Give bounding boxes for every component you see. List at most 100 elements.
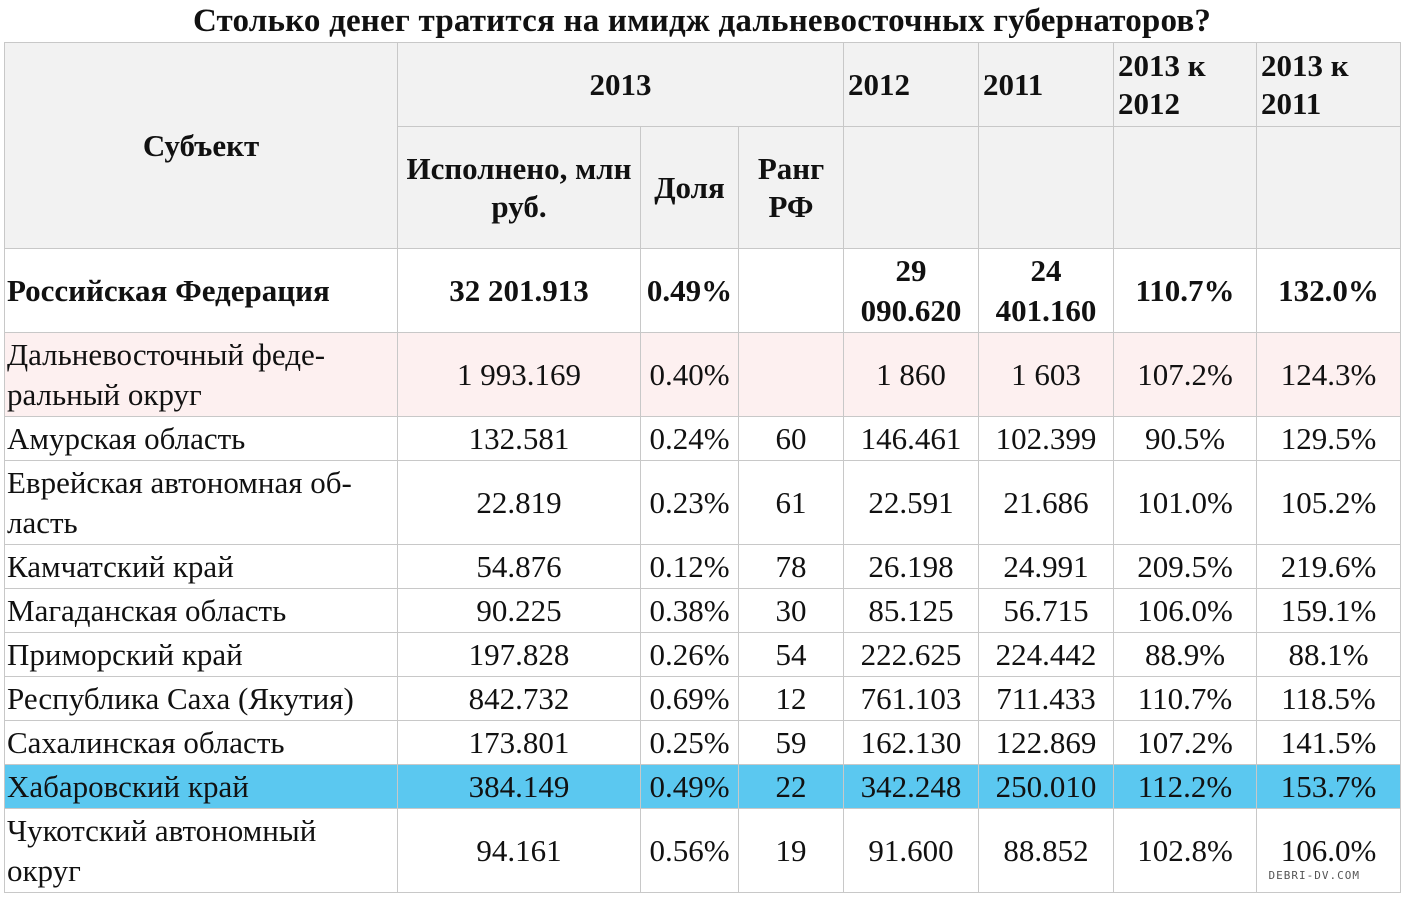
cell-executed: 94.161 bbox=[397, 808, 641, 893]
table-row: Республика Саха (Якутия) 842.732 0.69% 12 76… bbox=[4, 676, 1402, 721]
header-share: Доля bbox=[640, 126, 739, 249]
header-executed: Исполнено, млн руб. bbox=[397, 126, 641, 249]
cell-2013-vs-2011: 124.3% bbox=[1256, 332, 1402, 417]
table-row: Дальневосточный феде-ральный округ 1 993.… bbox=[4, 332, 1402, 417]
cell-rank: 59 bbox=[737, 720, 845, 765]
cell-2013-vs-2011: 153.7% bbox=[1256, 764, 1402, 809]
cell-2012: 342.248 bbox=[843, 764, 980, 809]
cell-subject: Чукотский автономный округ bbox=[4, 808, 398, 893]
cell-rank: 12 bbox=[737, 676, 845, 721]
cell-2013-vs-2012: 110.7% bbox=[1113, 676, 1258, 721]
cell-rank: 54 bbox=[737, 632, 845, 677]
table-header: Субъект 2013 2012 2011 2013 к 2012 2013 … bbox=[4, 42, 1402, 249]
cell-share: 0.25% bbox=[640, 720, 739, 765]
cell-subject: Камчатский край bbox=[4, 544, 398, 589]
cell-share: 0.56% bbox=[640, 808, 739, 893]
cell-2013-vs-2011: 141.5% bbox=[1256, 720, 1402, 765]
cell-2012: 91.600 bbox=[843, 808, 980, 893]
cell-2013-vs-2011: 159.1% bbox=[1256, 588, 1402, 633]
cell-subject: Амурская область bbox=[4, 416, 398, 461]
cell-executed: 132.581 bbox=[397, 416, 641, 461]
cell-2012: 1 860 bbox=[843, 332, 980, 417]
cell-rank: 19 bbox=[737, 808, 845, 893]
cell-executed: 32 201.913 bbox=[397, 248, 641, 333]
cell-2013-vs-2012: 107.2% bbox=[1113, 332, 1258, 417]
cell-share: 0.49% bbox=[640, 248, 739, 333]
cell-2011: 24.991 bbox=[978, 544, 1115, 589]
cell-2013-vs-2011: 132.0% bbox=[1256, 248, 1402, 333]
cell-2011: 1 603 bbox=[978, 332, 1115, 417]
header-blank bbox=[1256, 126, 1402, 249]
cell-2013-vs-2012: 90.5% bbox=[1113, 416, 1258, 461]
cell-share: 0.49% bbox=[640, 764, 739, 809]
cell-subject: Еврейская автономная об-ласть bbox=[4, 460, 398, 545]
header-rank: Ранг РФ bbox=[737, 126, 845, 249]
header-blank bbox=[843, 126, 980, 249]
cell-2013-vs-2011: 106.0% bbox=[1256, 808, 1402, 893]
cell-2013-vs-2011: 88.1% bbox=[1256, 632, 1402, 677]
header-2011: 2011 bbox=[978, 42, 1115, 127]
cell-rank: 22 bbox=[737, 764, 845, 809]
cell-2013-vs-2011: 105.2% bbox=[1256, 460, 1402, 545]
cell-share: 0.69% bbox=[640, 676, 739, 721]
cell-share: 0.23% bbox=[640, 460, 739, 545]
cell-subject: Дальневосточный феде-ральный округ bbox=[4, 332, 398, 417]
cell-2011: 250.010 bbox=[978, 764, 1115, 809]
cell-2013-vs-2011: 118.5% bbox=[1256, 676, 1402, 721]
table-row: Приморский край 197.828 0.26% 54 222.625 224.… bbox=[4, 632, 1402, 677]
cell-executed: 384.149 bbox=[397, 764, 641, 809]
cell-rank: 61 bbox=[737, 460, 845, 545]
cell-subject: Республика Саха (Якутия) bbox=[4, 676, 398, 721]
table-row: Магаданская область 90.225 0.38% 30 85.125 56… bbox=[4, 588, 1402, 633]
cell-executed: 90.225 bbox=[397, 588, 641, 633]
cell-subject: Приморский край bbox=[4, 632, 398, 677]
cell-2012: 26.198 bbox=[843, 544, 980, 589]
table-row: Еврейская автономная об-ласть 22.819 0.23%… bbox=[4, 460, 1402, 545]
cell-2011: 224.442 bbox=[978, 632, 1115, 677]
cell-2012: 85.125 bbox=[843, 588, 980, 633]
cell-2012: 222.625 bbox=[843, 632, 980, 677]
cell-2012: 22.591 bbox=[843, 460, 980, 545]
table-row: Российская Федерация 32 201.913 0.49% 29 09… bbox=[4, 248, 1402, 333]
cell-2013-vs-2012: 88.9% bbox=[1113, 632, 1258, 677]
cell-2012: 761.103 bbox=[843, 676, 980, 721]
cell-2013-vs-2012: 106.0% bbox=[1113, 588, 1258, 633]
cell-subject: Сахалинская область bbox=[4, 720, 398, 765]
cell-2011: 711.433 bbox=[978, 676, 1115, 721]
cell-2013-vs-2012: 110.7% bbox=[1113, 248, 1258, 333]
watermark: DEBRI-DV.COM bbox=[1268, 869, 1360, 882]
header-2013-vs-2012: 2013 к 2012 bbox=[1113, 42, 1258, 127]
cell-share: 0.24% bbox=[640, 416, 739, 461]
table-row: Сахалинская область 173.801 0.25% 59 162.130… bbox=[4, 720, 1402, 765]
header-2012: 2012 bbox=[843, 42, 980, 127]
cell-2012: 162.130 bbox=[843, 720, 980, 765]
header-blank bbox=[1113, 126, 1258, 249]
cell-2011: 102.399 bbox=[978, 416, 1115, 461]
cell-share: 0.38% bbox=[640, 588, 739, 633]
cell-executed: 173.801 bbox=[397, 720, 641, 765]
cell-executed: 54.876 bbox=[397, 544, 641, 589]
spending-table: Субъект 2013 2012 2011 2013 к 2012 2013 … bbox=[4, 42, 1402, 893]
cell-2013-vs-2012: 112.2% bbox=[1113, 764, 1258, 809]
cell-rank: 30 bbox=[737, 588, 845, 633]
cell-subject: Российская Федерация bbox=[4, 248, 398, 333]
header-2013: 2013 bbox=[396, 42, 845, 127]
cell-2012: 29 090.620 bbox=[843, 248, 980, 333]
header-2013-vs-2011: 2013 к 2011 bbox=[1256, 42, 1402, 127]
cell-2013-vs-2012: 102.8% bbox=[1113, 808, 1258, 893]
cell-2011: 56.715 bbox=[978, 588, 1115, 633]
cell-2012: 146.461 bbox=[843, 416, 980, 461]
table-row: Чукотский автономный округ 94.161 0.56% 19 9… bbox=[4, 808, 1402, 893]
cell-2013-vs-2011: 219.6% bbox=[1256, 544, 1402, 589]
cell-2011: 122.869 bbox=[978, 720, 1115, 765]
cell-2011: 21.686 bbox=[978, 460, 1115, 545]
table-row: Амурская область 132.581 0.24% 60 146.461 102… bbox=[4, 416, 1402, 461]
cell-subject: Хабаровский край bbox=[4, 764, 398, 809]
cell-executed: 22.819 bbox=[397, 460, 641, 545]
cell-share: 0.40% bbox=[640, 332, 739, 417]
cell-rank bbox=[737, 248, 845, 333]
cell-2011: 88.852 bbox=[978, 808, 1115, 893]
cell-rank: 78 bbox=[737, 544, 845, 589]
cell-2013-vs-2012: 209.5% bbox=[1113, 544, 1258, 589]
header-blank bbox=[978, 126, 1115, 249]
